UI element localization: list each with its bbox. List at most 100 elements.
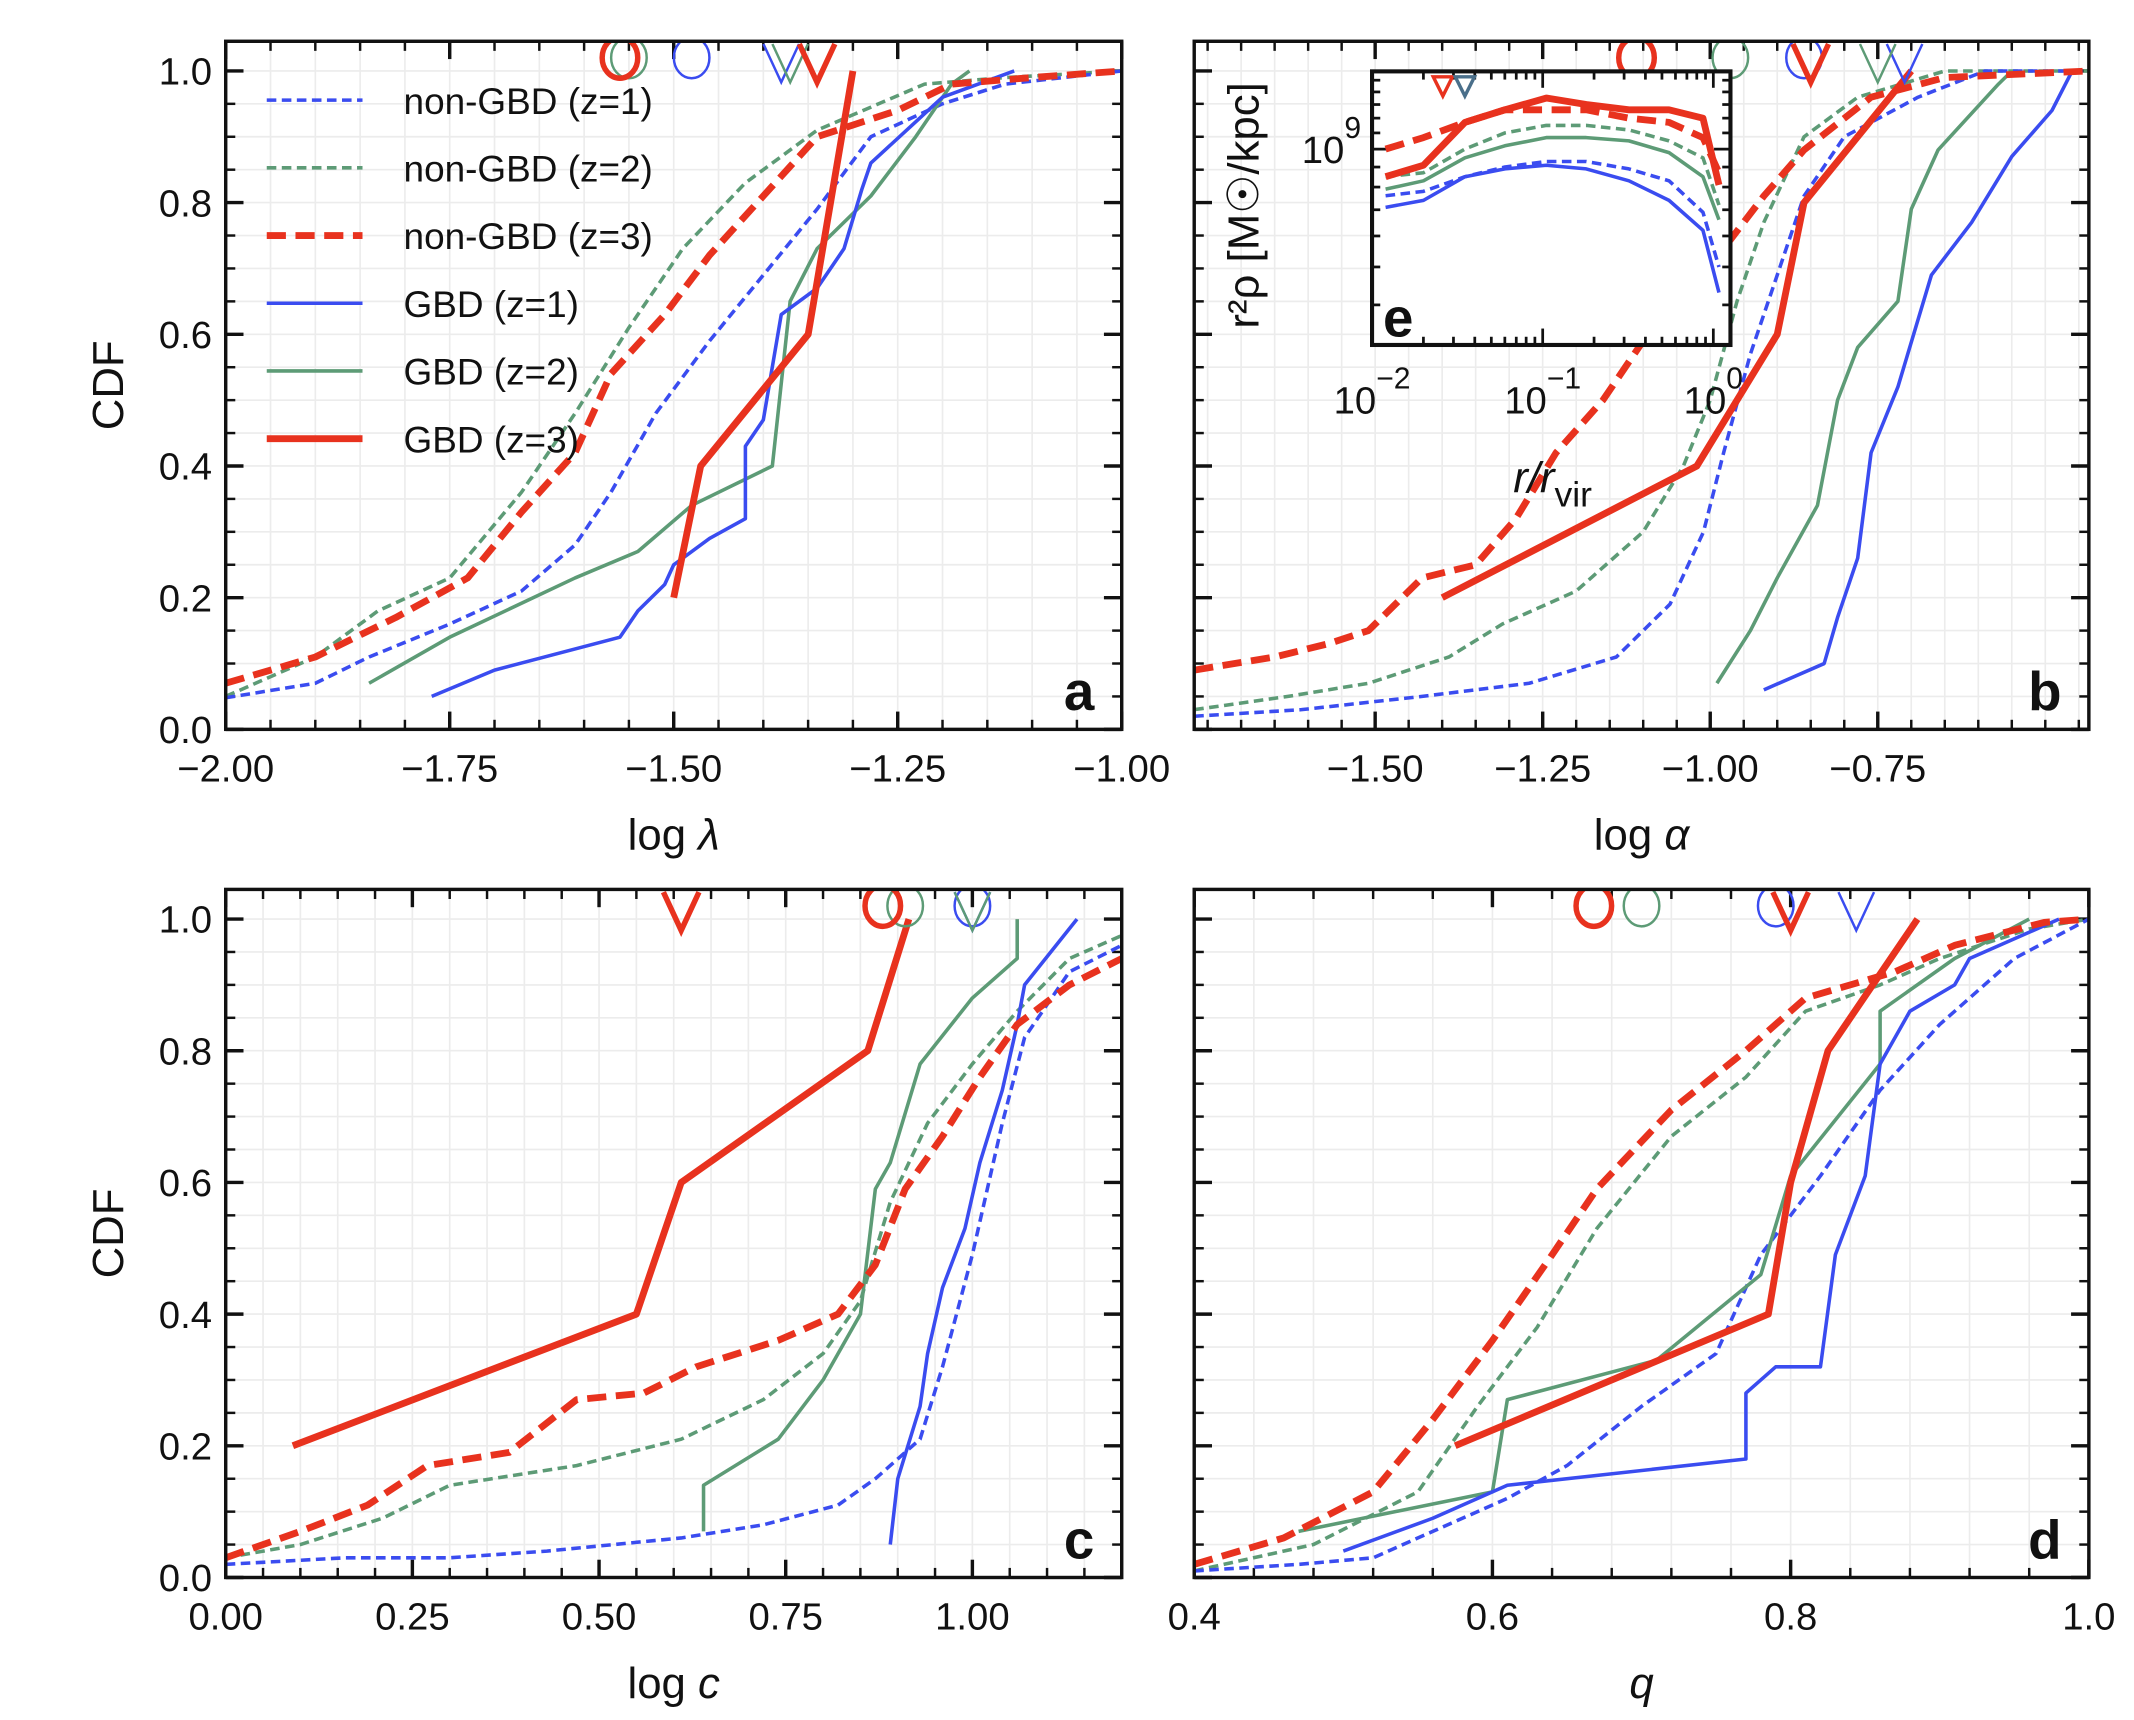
inset-line-non-gbd-z-2- [1385, 123, 1721, 206]
x-tick-label: 0.25 [375, 1595, 450, 1638]
series-group [1194, 889, 2089, 1573]
x-axis-label-prefix: log [627, 1659, 698, 1708]
legend-label: GBD (z=2) [404, 352, 579, 393]
series-line-non-gbd-z-1- [1194, 917, 2089, 1573]
grid [1194, 41, 2089, 731]
series-line-gbd-z-2- [1715, 69, 2014, 685]
inset-x-tick-label: 10−1 [1504, 363, 1581, 423]
inset-background [1372, 71, 1731, 345]
y-tick-label: 0.2 [159, 1425, 212, 1468]
series-line-gbd-z-1- [888, 917, 1079, 1545]
median-marker-triangle [762, 43, 801, 86]
series-line-gbd-z-3- [1453, 917, 1921, 1449]
inset-x-tick-exp: −2 [1376, 363, 1410, 396]
series-line-non-gbd-z-3- [225, 955, 1122, 1562]
inset-marker-triangle [1452, 75, 1478, 100]
x-tick-label: −1.25 [849, 747, 946, 790]
legend-label: non-GBD (z=2) [404, 148, 653, 189]
y-tick-label: 1.0 [159, 899, 212, 942]
x-tick-label: 0.00 [188, 1595, 263, 1638]
legend-label: GBD (z=1) [404, 284, 579, 325]
median-marker-triangle [1770, 890, 1811, 937]
y-axis-label: CDF [84, 1188, 133, 1278]
x-tick-label: 0.75 [748, 1595, 823, 1638]
series-line-gbd-z-1- [431, 69, 1015, 699]
series-line-gbd-z-3- [1440, 68, 1914, 601]
axes-frame [1192, 39, 2091, 732]
x-axis-label-prefix: log [628, 811, 699, 860]
inset-frame [1370, 69, 1733, 348]
panel-b: −1.50 −1.25 −1.00 −0.75 log α b [1192, 39, 2091, 860]
median-marker-triangle [1885, 43, 1924, 86]
x-tick-label: −1.75 [401, 747, 498, 790]
median-marker-circle [1756, 889, 1795, 928]
series-line-non-gbd-z-2- [225, 933, 1122, 1560]
x-tick-label: 0.50 [562, 1595, 637, 1638]
series-line-non-gbd-z-2- [1194, 917, 2089, 1573]
series-group [225, 41, 1122, 700]
series-line-non-gbd-z-1- [225, 69, 1122, 700]
inset-letter: e [1383, 287, 1413, 349]
series-line-non-gbd-z-3- [1194, 915, 2089, 1568]
y-tick-label: 0.4 [159, 446, 212, 489]
ticks [1192, 889, 2091, 1580]
legend-label: non-GBD (z=3) [404, 216, 653, 257]
y-axis-label: CDF [84, 340, 133, 430]
inset-y-tick-label: 109 [1302, 112, 1361, 172]
series-group [1194, 41, 2089, 719]
x-tick-label: 0.4 [1168, 1595, 1221, 1638]
inset-y-tick-exp: 9 [1344, 112, 1361, 145]
panel-a: −2.00 −1.75 −1.50 −1.25 −1.00 0.0 0.2 0.4 0.6 0.8… [84, 39, 1170, 860]
y-tick-label: 0.6 [159, 314, 212, 357]
median-marker-circle [862, 889, 904, 930]
median-marker-circle [1573, 889, 1615, 930]
series-line-non-gbd-z-2- [225, 69, 1122, 699]
y-tick-label: 0.4 [159, 1294, 212, 1337]
series-line-non-gbd-z-1- [225, 943, 1122, 1567]
median-marker-triangle [953, 891, 992, 934]
inset-line-gbd-z-1- [1385, 163, 1721, 294]
x-tick-label: −1.00 [1662, 747, 1759, 790]
series-line-gbd-z-1- [1342, 917, 2060, 1553]
y-tick-label: 0.0 [159, 709, 212, 752]
y-tick-label: 1.0 [159, 51, 212, 94]
panel-letter: c [1064, 1508, 1094, 1570]
x-tick-label: −2.00 [177, 747, 274, 790]
x-axis-label: log λ [628, 811, 720, 860]
median-marker-triangle [660, 890, 702, 937]
panel-letter: d [2028, 1508, 2061, 1570]
series-line-gbd-z-3- [670, 70, 857, 599]
y-tick-label: 0.6 [159, 1162, 212, 1205]
inset-series-group [1384, 75, 1723, 294]
x-axis-label: log c [627, 1659, 720, 1708]
panel-letter: a [1064, 660, 1095, 722]
x-tick-label: −0.75 [1829, 747, 1926, 790]
series-line-gbd-z-1- [1763, 70, 2074, 692]
median-marker-circle [599, 41, 641, 81]
x-tick-label: −1.50 [625, 747, 722, 790]
series-line-gbd-z-3- [291, 918, 913, 1449]
x-tick-label: 1.00 [935, 1595, 1010, 1638]
panel-letter: b [2028, 660, 2061, 722]
inset-x-axis-label: r/rvir [1513, 454, 1592, 515]
median-marker-triangle [796, 42, 838, 89]
median-marker-circle [953, 889, 992, 928]
inset-line-gbd-z-3- [1384, 94, 1723, 186]
y-tick-label: 0.2 [159, 577, 212, 620]
y-tick-label: 0.0 [159, 1557, 212, 1600]
median-marker-circle [1622, 889, 1661, 928]
x-axis-label: log α [1594, 811, 1691, 860]
inset-x-tick-base: 10 [1684, 379, 1727, 422]
x-tick-label: 1.0 [2062, 1595, 2115, 1638]
series-line-non-gbd-z-2- [1194, 69, 2089, 712]
inset-x-tick-label: 10−2 [1334, 363, 1411, 423]
y-tick-label: 0.8 [159, 182, 212, 225]
x-axis-label-prefix: log [1594, 811, 1665, 860]
axes-frame [1192, 887, 2091, 1580]
series-line-non-gbd-z-3- [1194, 67, 2089, 674]
inset-line-non-gbd-z-3- [1384, 106, 1723, 175]
inset-x-tick-label: 100 [1684, 363, 1743, 423]
median-marker-circle [672, 41, 711, 80]
